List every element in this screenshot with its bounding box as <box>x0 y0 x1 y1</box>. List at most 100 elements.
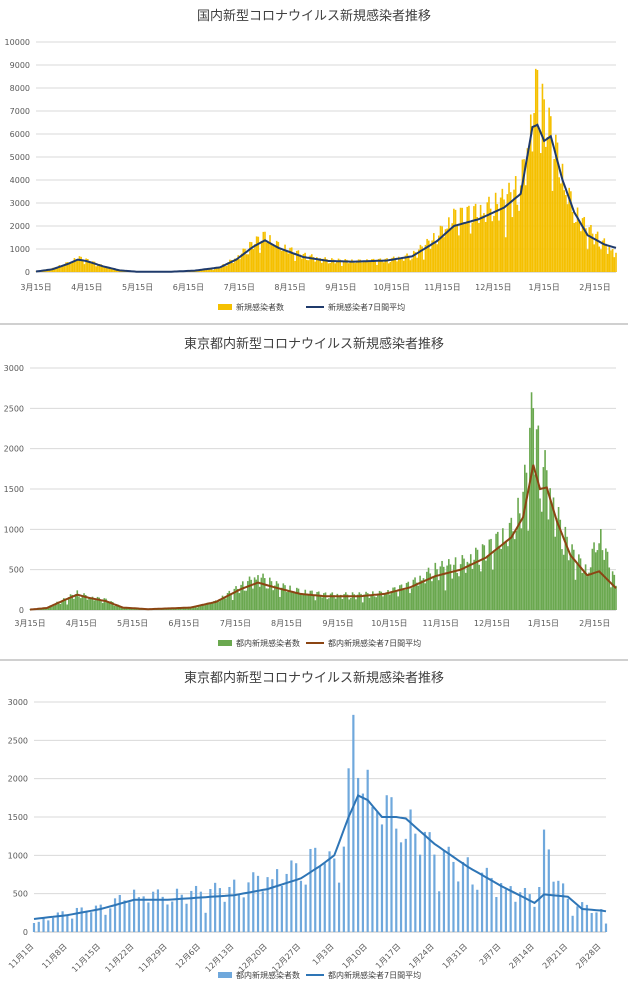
bar <box>95 599 97 610</box>
bar <box>433 577 435 610</box>
x-tick-label: 4月15日 <box>66 619 97 628</box>
bar <box>386 795 388 932</box>
bar <box>461 208 463 272</box>
bar <box>607 254 609 272</box>
bar <box>448 847 450 932</box>
bar <box>381 824 383 932</box>
bar <box>486 202 488 272</box>
bar <box>361 263 363 272</box>
bar <box>480 571 482 610</box>
bar <box>446 229 448 272</box>
bar <box>531 392 533 610</box>
bar <box>88 598 90 610</box>
bar <box>343 847 345 932</box>
bar <box>369 262 371 272</box>
bar <box>410 260 412 272</box>
bar <box>230 593 232 610</box>
bar <box>90 263 92 272</box>
bar <box>407 582 409 610</box>
bar <box>386 594 388 610</box>
bar <box>162 897 164 932</box>
bar <box>426 572 428 610</box>
bar <box>308 260 310 272</box>
bar <box>266 877 268 932</box>
bar <box>375 597 377 610</box>
bar <box>570 554 572 610</box>
y-tick-label: 2000 <box>4 445 24 454</box>
bar <box>513 190 515 272</box>
bar <box>489 540 491 610</box>
bar <box>533 907 535 932</box>
bar <box>357 778 359 932</box>
y-tick-label: 9000 <box>10 61 30 70</box>
bar <box>55 605 57 610</box>
x-tick-label: 2月7日 <box>478 942 503 967</box>
bar <box>397 596 399 610</box>
bar <box>242 249 244 272</box>
bar <box>374 596 376 610</box>
bar <box>538 130 540 272</box>
x-tick-label: 12月27日 <box>270 942 302 974</box>
bar <box>75 261 77 272</box>
bar <box>225 598 227 610</box>
bar <box>507 546 509 610</box>
bar <box>567 899 569 932</box>
bar <box>318 259 320 272</box>
bar <box>406 583 408 610</box>
bar <box>473 560 475 610</box>
bar <box>593 244 595 272</box>
bar <box>458 235 460 272</box>
bar <box>329 263 331 272</box>
bar <box>509 523 511 610</box>
bar <box>123 900 125 932</box>
bar <box>239 259 241 272</box>
bar <box>273 246 275 272</box>
bar <box>508 183 510 272</box>
bar <box>400 842 402 932</box>
bar <box>438 580 440 610</box>
x-tick-label: 1月24日 <box>407 942 435 970</box>
bar <box>114 898 116 932</box>
bar <box>263 232 265 272</box>
bar <box>97 266 99 272</box>
bar <box>365 592 367 610</box>
bar <box>467 857 469 932</box>
bar <box>495 193 497 272</box>
bar <box>301 259 303 272</box>
legend-bar-swatch <box>218 972 232 978</box>
bar <box>214 883 216 932</box>
bar <box>349 262 351 272</box>
y-tick-label: 1000 <box>10 245 30 254</box>
bar <box>76 908 78 932</box>
bar <box>291 247 293 272</box>
bar <box>430 249 432 272</box>
bar <box>259 253 261 272</box>
bar <box>252 589 254 610</box>
bar <box>510 192 512 272</box>
bar <box>612 571 614 610</box>
bar <box>535 69 537 272</box>
bar <box>306 594 308 610</box>
bar <box>497 204 499 272</box>
bar <box>510 518 512 610</box>
bar <box>359 592 361 610</box>
bar <box>294 592 296 610</box>
bar <box>342 599 344 610</box>
bar <box>593 542 595 610</box>
bar <box>443 237 445 272</box>
bar <box>423 260 425 272</box>
bar <box>185 904 187 932</box>
bar <box>405 839 407 932</box>
x-tick-label: 1月31日 <box>441 942 469 970</box>
bar <box>254 244 256 272</box>
bar <box>290 860 292 932</box>
bar <box>460 208 462 272</box>
x-tick-label: 2月21日 <box>541 942 569 970</box>
bar <box>498 221 500 272</box>
bar <box>324 863 326 932</box>
bar <box>293 253 295 272</box>
bar <box>605 244 607 272</box>
y-tick-label: 3000 <box>10 199 30 208</box>
bar <box>457 881 459 932</box>
